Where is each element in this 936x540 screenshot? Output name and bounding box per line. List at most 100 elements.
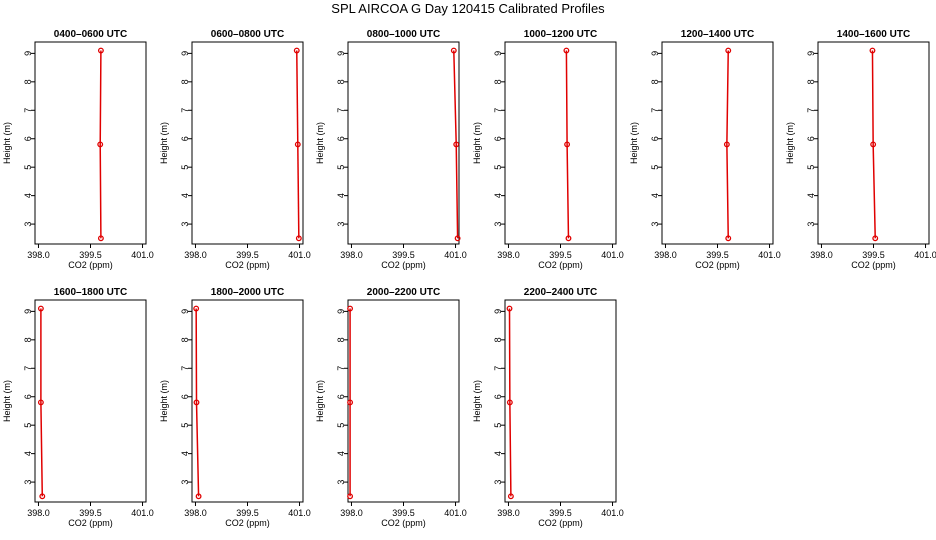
profile-point	[872, 235, 879, 242]
profile-line	[508, 308, 512, 497]
plot-frame	[191, 41, 304, 245]
y-tick-label: 5	[493, 165, 503, 170]
panel-title: 2000–2200 UTC	[367, 287, 440, 298]
profile-point	[39, 493, 46, 500]
y-tick-label: 6	[650, 136, 660, 141]
profile-point	[347, 305, 354, 312]
y-tick-label: 6	[493, 136, 503, 141]
profile-point	[347, 399, 354, 406]
panel-title: 1400–1600 UTC	[837, 29, 910, 40]
profile-point	[453, 141, 460, 148]
y-tick-label: 7	[23, 108, 33, 113]
y-tick-label: 6	[180, 136, 190, 141]
x-tick-label: 401.0	[131, 250, 154, 260]
plot-frame	[347, 41, 460, 245]
y-tick-label: 5	[23, 165, 33, 170]
y-tick-label: 8	[336, 79, 346, 84]
panel-title: 0600–0800 UTC	[211, 29, 284, 40]
panel-title: 0400–0600 UTC	[54, 29, 127, 40]
y-tick-label: 9	[650, 51, 660, 56]
y-tick-label: 5	[336, 423, 346, 428]
y-tick-label: 8	[23, 337, 33, 342]
plot-frame	[347, 299, 460, 503]
profile-point	[294, 141, 301, 148]
y-tick-label: 4	[180, 451, 190, 456]
panel-title: 2200–2400 UTC	[524, 287, 597, 298]
y-tick-label: 7	[493, 108, 503, 113]
profile-line	[195, 308, 200, 497]
y-tick-label: 4	[336, 193, 346, 198]
y-tick-label: 4	[180, 193, 190, 198]
y-tick-label: 4	[650, 193, 660, 198]
plot-frame	[504, 41, 617, 245]
y-tick-label: 8	[23, 79, 33, 84]
x-tick-label: 399.5	[392, 250, 415, 260]
y-tick-label: 9	[493, 51, 503, 56]
profile-point	[293, 47, 300, 54]
x-axis-label: CO2 (ppm)	[851, 260, 896, 270]
y-tick-label: 8	[180, 79, 190, 84]
x-tick-label: 401.0	[288, 250, 311, 260]
profile-line	[726, 50, 730, 239]
y-tick-label: 3	[493, 480, 503, 485]
profile-point	[193, 305, 200, 312]
y-tick-label: 6	[336, 394, 346, 399]
y-tick-label: 5	[493, 423, 503, 428]
profile-point	[563, 47, 570, 54]
x-tick-label: 399.5	[392, 508, 415, 518]
y-tick-label: 5	[650, 165, 660, 170]
y-tick-label: 3	[23, 480, 33, 485]
y-tick-label: 9	[806, 51, 816, 56]
profile-line	[453, 50, 459, 239]
y-tick-label: 6	[493, 394, 503, 399]
y-axis-label: Height (m)	[472, 380, 482, 422]
profile-point	[725, 47, 732, 54]
profile-point	[347, 493, 354, 500]
profile-point	[723, 141, 730, 148]
x-tick-label: 399.5	[549, 508, 572, 518]
y-tick-label: 3	[806, 222, 816, 227]
y-tick-label: 9	[493, 309, 503, 314]
x-tick-label: 401.0	[601, 508, 624, 518]
y-tick-label: 7	[180, 366, 190, 371]
x-tick-label: 401.0	[131, 508, 154, 518]
profile-point	[506, 399, 513, 406]
profile-point	[506, 305, 513, 312]
y-tick-label: 3	[493, 222, 503, 227]
y-tick-label: 4	[336, 451, 346, 456]
y-axis-label: Height (m)	[472, 122, 482, 164]
profile-point	[870, 141, 877, 148]
y-axis-label: Height (m)	[315, 122, 325, 164]
x-axis-label: CO2 (ppm)	[68, 518, 113, 528]
x-axis-label: CO2 (ppm)	[381, 260, 426, 270]
x-tick-label: 398.0	[654, 250, 677, 260]
y-tick-label: 5	[180, 165, 190, 170]
profile-point	[97, 141, 104, 148]
y-tick-label: 9	[180, 309, 190, 314]
x-tick-label: 399.5	[236, 508, 259, 518]
plot-frame	[34, 299, 147, 503]
x-tick-label: 399.5	[79, 250, 102, 260]
x-tick-label: 399.5	[706, 250, 729, 260]
y-axis-label: Height (m)	[159, 122, 169, 164]
plot-frame	[34, 41, 147, 245]
x-axis-label: CO2 (ppm)	[695, 260, 740, 270]
y-tick-label: 8	[180, 337, 190, 342]
x-tick-label: 401.0	[758, 250, 781, 260]
y-tick-label: 5	[180, 423, 190, 428]
y-tick-label: 7	[650, 108, 660, 113]
y-tick-label: 4	[23, 193, 33, 198]
y-tick-label: 7	[493, 366, 503, 371]
y-tick-label: 3	[23, 222, 33, 227]
panel-title: 1000–1200 UTC	[524, 29, 597, 40]
profile-point	[507, 493, 514, 500]
y-tick-label: 6	[806, 136, 816, 141]
x-tick-label: 398.0	[810, 250, 833, 260]
profile-point	[195, 493, 202, 500]
y-tick-label: 6	[23, 136, 33, 141]
profile-point	[97, 47, 104, 54]
profile-point	[725, 235, 732, 242]
y-axis-label: Height (m)	[315, 380, 325, 422]
profile-point	[37, 399, 44, 406]
x-tick-label: 398.0	[184, 250, 207, 260]
